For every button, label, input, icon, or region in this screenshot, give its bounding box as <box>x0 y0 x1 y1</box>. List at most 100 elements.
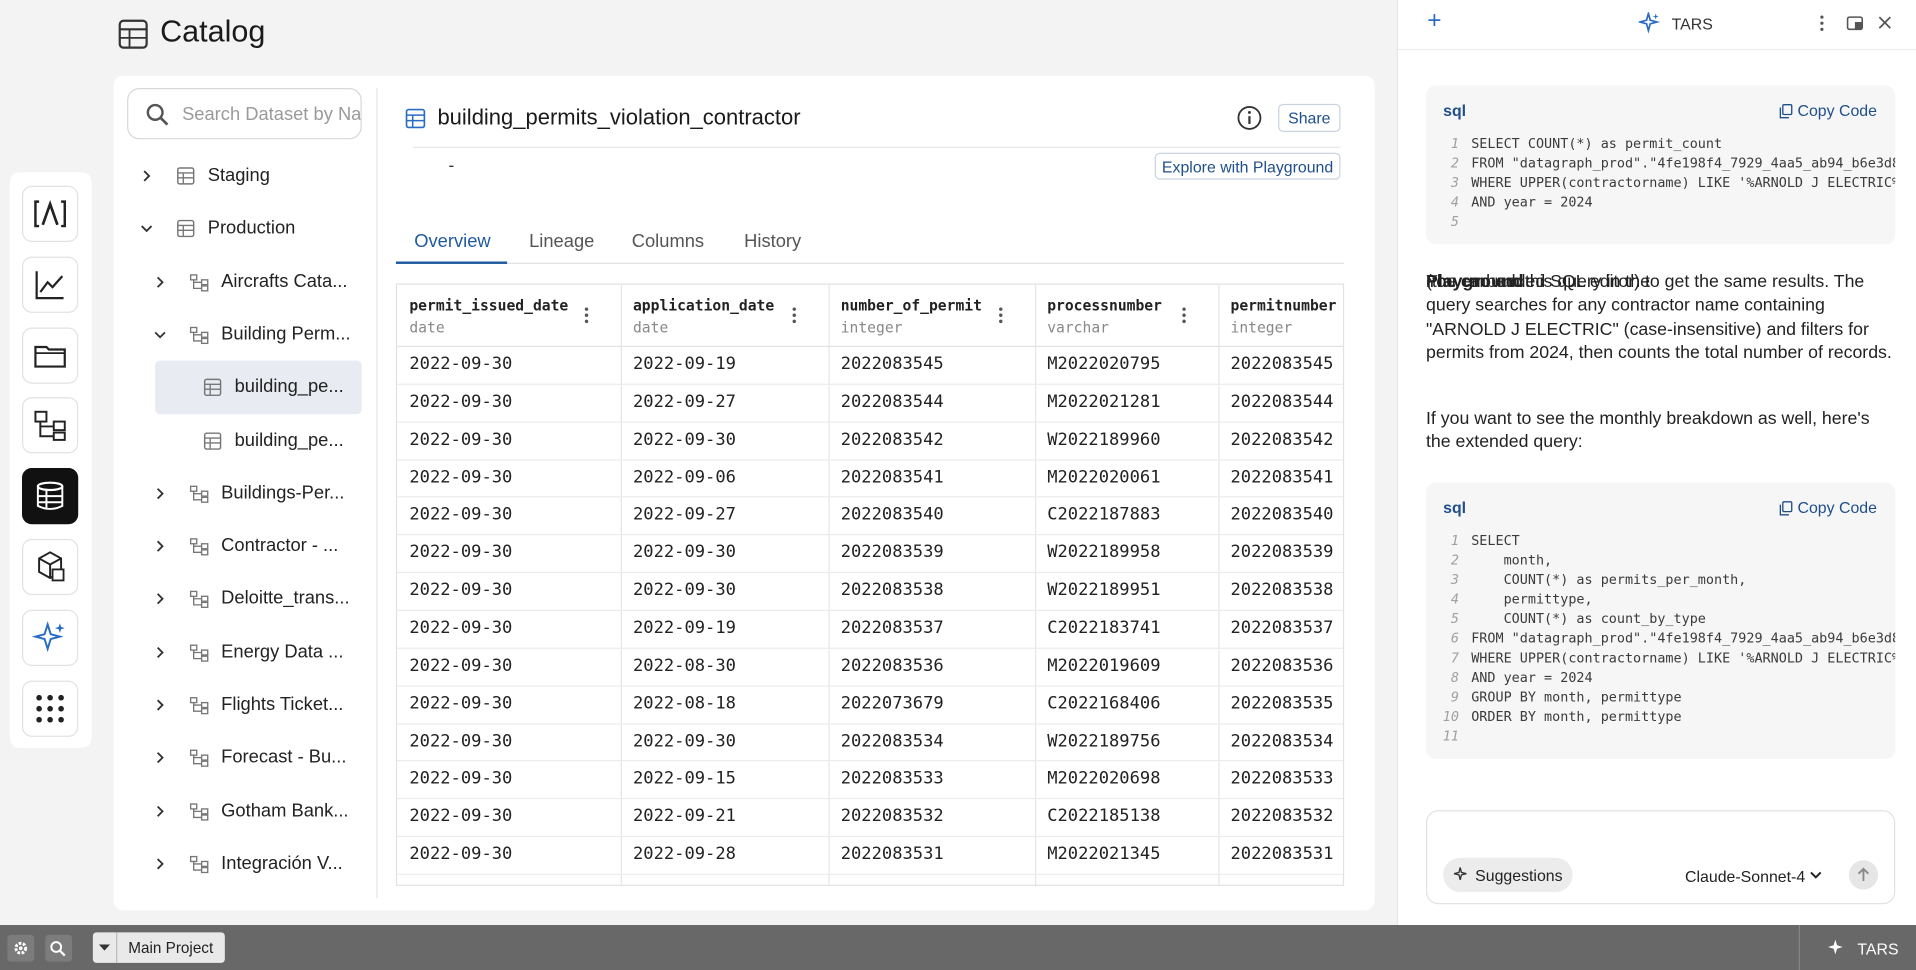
chevron-icon <box>156 858 164 870</box>
assistant-button[interactable]: TARS <box>1857 939 1899 959</box>
assistant-title: TARS <box>1671 14 1713 33</box>
explore-button[interactable]: Explore with Playground <box>1154 152 1341 180</box>
lineage-icon <box>189 538 209 556</box>
cell: W2022189958 <box>1047 542 1161 563</box>
column-type: integer <box>1230 318 1293 337</box>
line-number: 2 <box>1450 552 1459 569</box>
cell: 2022-09-30 <box>409 806 513 827</box>
project-dropdown[interactable] <box>93 932 118 963</box>
chevron[interactable] <box>152 749 169 772</box>
chevron-icon <box>156 752 164 764</box>
code-line: ORDER BY month, permittype <box>1471 708 1682 725</box>
search-box[interactable]: Search Dataset by Na <box>127 87 362 140</box>
line-number: 6 <box>1450 630 1459 647</box>
model-selector[interactable]: Claude-Sonnet-4 <box>1685 867 1806 886</box>
nav-button[interactable] <box>21 680 79 737</box>
column-name: application_date <box>632 296 775 315</box>
taskbar: Main Project TARS <box>0 925 1916 970</box>
chevron[interactable] <box>152 485 169 508</box>
panel-controls[interactable] <box>1813 12 1911 34</box>
project-selector[interactable] <box>92 932 225 963</box>
cell: 2022-09-30 <box>409 392 513 412</box>
chevron[interactable] <box>152 644 169 667</box>
new-chat-button[interactable]: + <box>1427 7 1442 35</box>
tree-label: Deloitte_trans... <box>221 588 350 610</box>
sparkle-icon <box>1828 939 1843 955</box>
kebab-icon <box>999 307 1003 324</box>
row-border <box>397 534 1343 536</box>
line-number: 4 <box>1450 194 1459 211</box>
line-number: 5 <box>1450 610 1459 627</box>
column-name: number_of_permit <box>840 296 982 315</box>
cell: 2022-09-30 <box>409 844 513 864</box>
line-number: 1 <box>1450 532 1459 549</box>
tree-label: Flights Ticket... <box>221 694 344 715</box>
send-button[interactable] <box>1848 860 1879 890</box>
column-menu[interactable] <box>791 305 798 331</box>
code-line: COUNT(*) as count_by_type <box>1471 610 1706 627</box>
cell: 2022083533 <box>1230 769 1334 789</box>
chevron[interactable] <box>152 802 169 825</box>
tree-icon <box>176 166 196 192</box>
copy-icon[interactable] <box>1779 500 1793 522</box>
code-line: AND year = 2024 <box>1471 194 1593 211</box>
column-menu[interactable] <box>1180 305 1187 331</box>
tree-divider <box>376 87 378 899</box>
cell: 2022-09-28 <box>632 844 736 864</box>
nav-icon <box>34 411 66 442</box>
tab[interactable]: Lineage <box>529 230 595 252</box>
taskbar-tools[interactable] <box>7 934 73 962</box>
chat-input[interactable] <box>1426 810 1896 905</box>
chevron[interactable] <box>152 273 169 296</box>
code-line: WHERE UPPER(contractorname) LIKE '%ARNOL… <box>1471 174 1896 191</box>
chevron[interactable] <box>152 538 169 561</box>
tab[interactable]: Columns <box>631 230 705 252</box>
cell: M2022021345 <box>1047 844 1161 864</box>
cell: 2022-09-21 <box>632 806 736 827</box>
cell: M2022020795 <box>1047 354 1161 374</box>
nav-button[interactable] <box>21 256 79 313</box>
code-line: GROUP BY month, permittype <box>1471 689 1682 706</box>
nav-button[interactable] <box>21 397 79 454</box>
nav-icon <box>34 200 66 228</box>
table-icon <box>203 431 222 450</box>
tab[interactable]: History <box>744 230 802 252</box>
code-line: SELECT <box>1471 532 1520 549</box>
column-name: permit_issued_date <box>409 296 569 315</box>
nav-button[interactable] <box>21 468 79 525</box>
nav-button[interactable] <box>21 185 79 242</box>
chevron[interactable] <box>152 697 169 720</box>
copy-button[interactable]: Copy Code <box>1797 101 1877 120</box>
cell: W2022189960 <box>1047 429 1161 450</box>
chevron[interactable] <box>152 855 169 878</box>
cell: 2022083538 <box>1230 580 1334 601</box>
chevron[interactable] <box>138 220 155 243</box>
cell: 2022-09-30 <box>632 580 736 601</box>
cell: 2022073679 <box>840 693 944 714</box>
suggestions-button[interactable]: Suggestions <box>1443 857 1573 893</box>
dataset-title: building_permits_violation_contractor <box>437 105 801 130</box>
column-menu[interactable] <box>997 305 1004 331</box>
nav-button[interactable] <box>21 538 79 596</box>
chevron[interactable] <box>152 591 169 614</box>
cell: 2022-09-30 <box>409 542 513 563</box>
cell: M2022020061 <box>1047 467 1161 487</box>
chevron[interactable] <box>152 326 169 349</box>
tree-row[interactable] <box>155 360 362 415</box>
line-number: 1 <box>1450 135 1459 152</box>
copy-icon[interactable] <box>1779 103 1793 125</box>
nav-button[interactable] <box>21 609 79 666</box>
nav-button[interactable] <box>21 326 79 384</box>
cell: 2022-09-30 <box>632 542 736 563</box>
chevron[interactable] <box>138 167 155 190</box>
code-line: AND year = 2024 <box>1471 669 1593 686</box>
tab[interactable]: Overview <box>414 230 491 252</box>
cell: C2022187883 <box>1047 505 1161 525</box>
share-button[interactable]: Share <box>1278 103 1341 132</box>
cell: 2022-09-15 <box>632 769 736 789</box>
copy-button[interactable]: Copy Code <box>1797 498 1877 517</box>
info-button[interactable] <box>1237 105 1263 137</box>
column-menu[interactable] <box>583 305 590 331</box>
tree-label: Production <box>207 217 296 239</box>
cell: 2022083536 <box>840 655 944 676</box>
